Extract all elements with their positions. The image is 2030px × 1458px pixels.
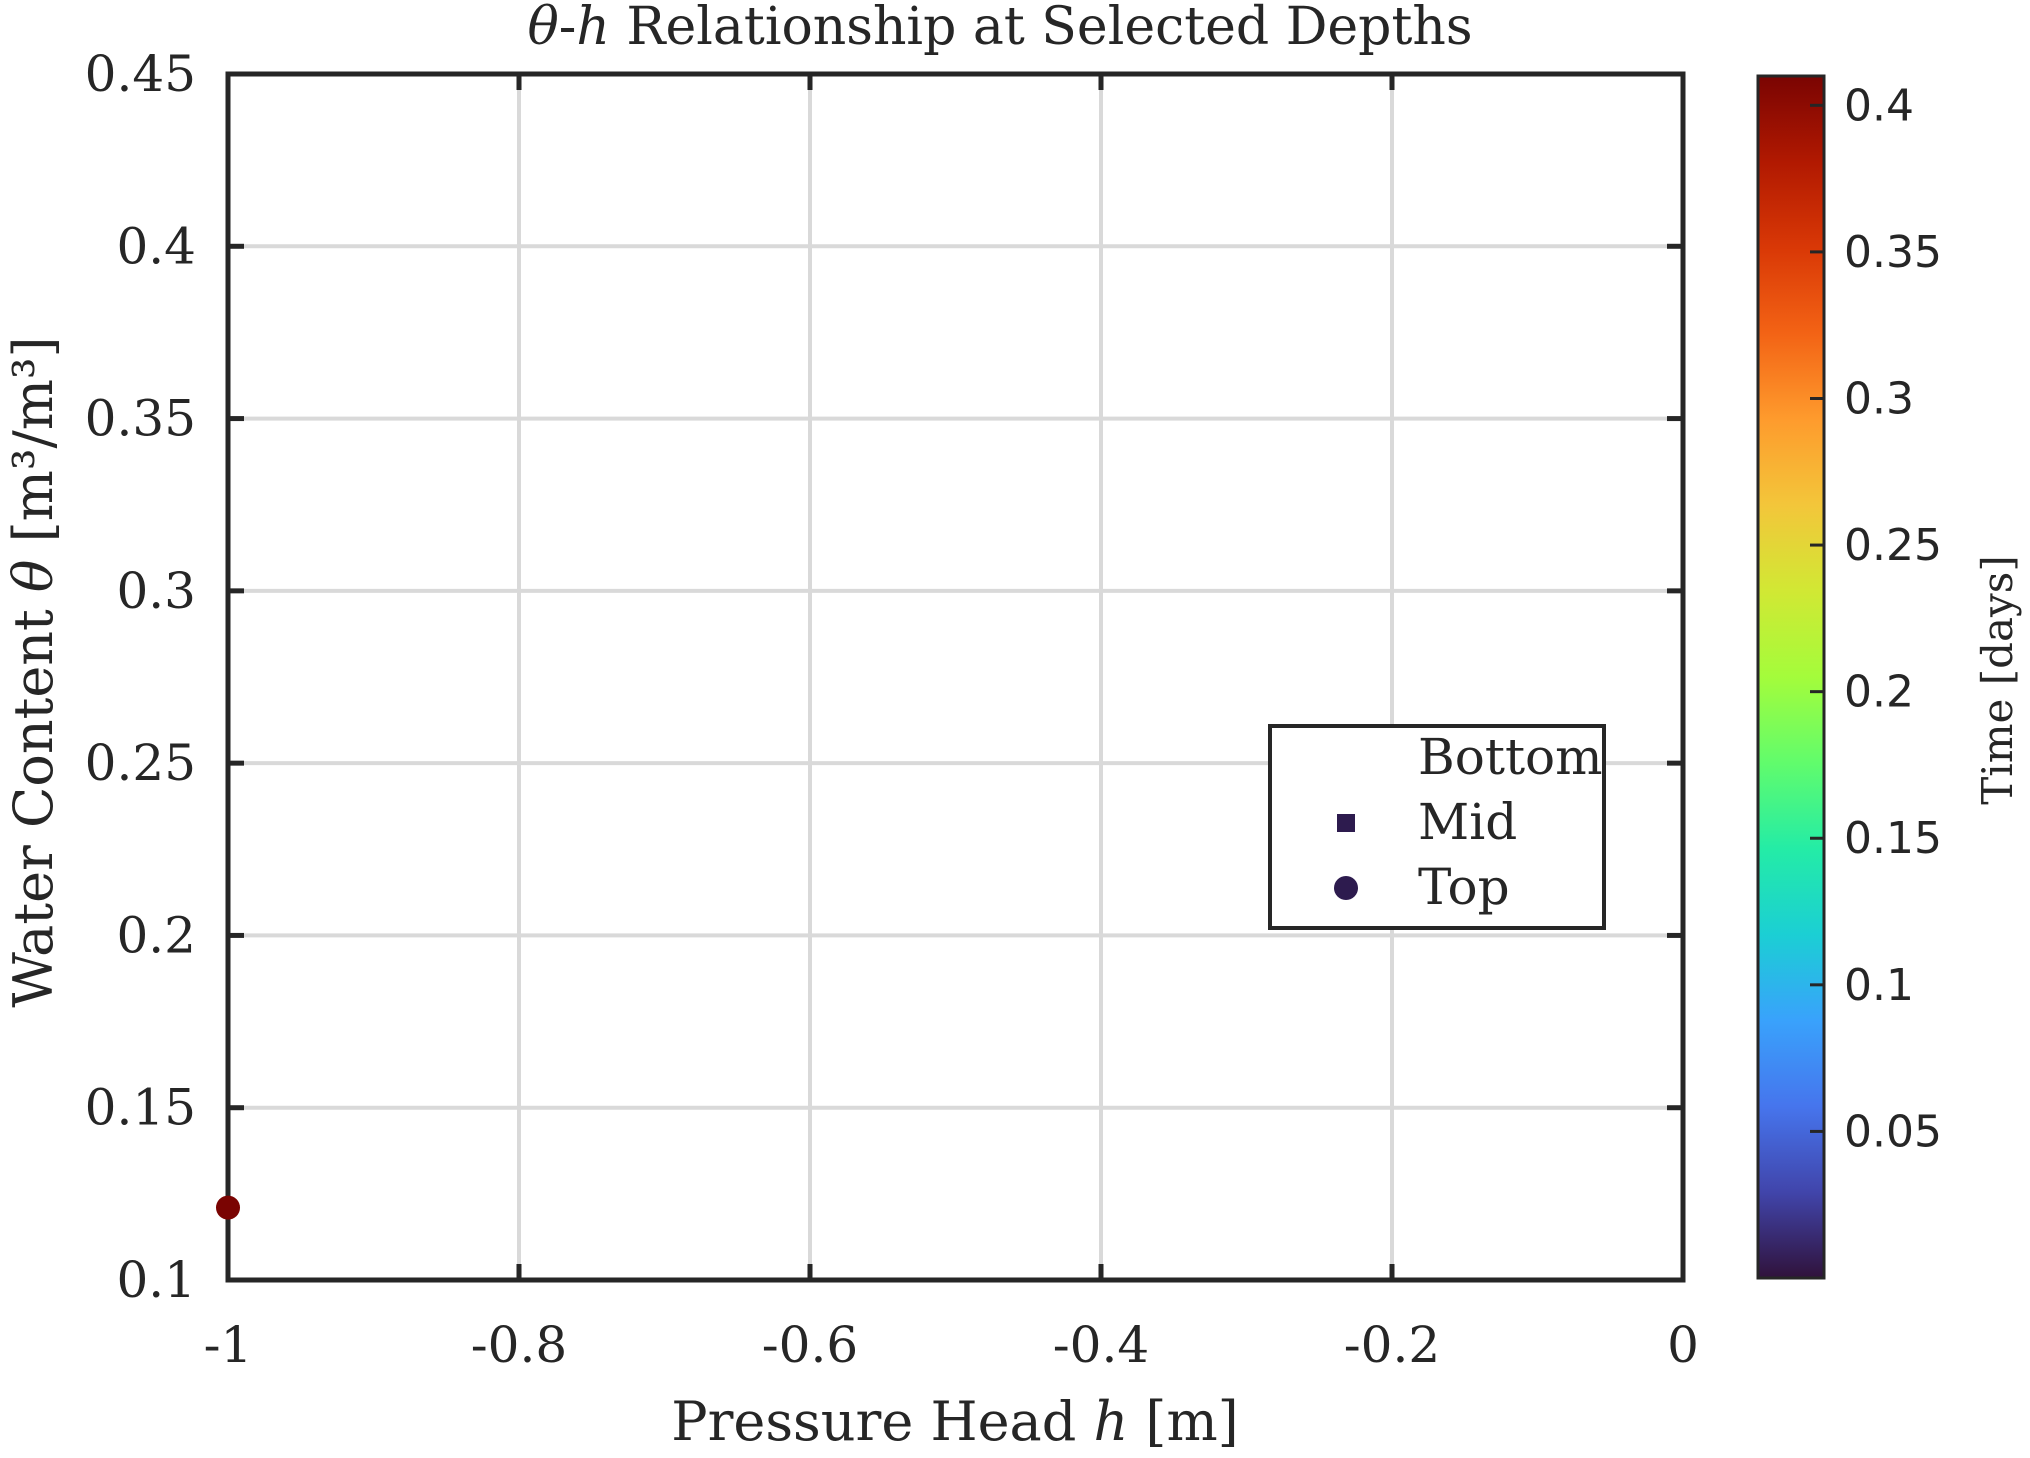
- y-tick-label: 0.1: [116, 1251, 196, 1309]
- colorbar-tick-label: 0.25: [1844, 520, 1942, 571]
- x-axis-label: Pressure Head h [m]: [671, 1390, 1239, 1453]
- colorbar-tick-label: 0.15: [1844, 813, 1942, 864]
- x-tick-label: 0: [1667, 1316, 1699, 1374]
- y-tick-label: 0.3: [116, 562, 196, 620]
- y-axis-ticks: 0.1 0.15 0.2 0.25 0.3 0.35 0.4 0.45: [85, 45, 1683, 1309]
- colorbar-label: Time [days]: [1973, 555, 2022, 804]
- y-axis-label: Water Content θ [m³/m³]: [2, 336, 65, 1007]
- plot-area-frame: [225, 71, 1686, 1283]
- colorbar-tick-label: 0.1: [1844, 960, 1914, 1011]
- x-tick-label: -0.6: [762, 1316, 858, 1374]
- x-tick-label: -0.8: [471, 1316, 567, 1374]
- y-tick-label: 0.15: [85, 1079, 196, 1137]
- colorbar: 0.05 0.1 0.15 0.2 0.25 0.3 0.35 0.4 Time [days]: [1756, 74, 2022, 1280]
- legend-label-bottom: Bottom: [1418, 728, 1603, 786]
- y-tick-label: 0.4: [116, 217, 196, 275]
- y-tick-label: 0.45: [85, 45, 196, 103]
- y-tick-label: 0.35: [85, 390, 196, 448]
- legend: Bottom Mid Top: [1268, 724, 1606, 930]
- legend-label-mid: Mid: [1418, 793, 1517, 851]
- colorbar-tick-label: 0.35: [1844, 227, 1942, 278]
- colorbar-tick-label: 0.4: [1844, 80, 1914, 131]
- legend-marker-mid: [1337, 814, 1355, 832]
- data-points: [216, 1195, 240, 1220]
- legend-label-top: Top: [1418, 858, 1510, 916]
- x-axis-ticks: -1 -0.8 -0.6 -0.4 -0.2 0: [204, 74, 1699, 1374]
- grid-lines: [226, 72, 1685, 1282]
- x-tick-label: -1: [204, 1316, 253, 1374]
- legend-marker-top: [1334, 876, 1358, 900]
- chart-title: θ-h Relationship at Selected Depths: [527, 0, 1472, 57]
- colorbar-tick-label: 0.2: [1844, 667, 1914, 718]
- data-point-top: [216, 1195, 240, 1220]
- x-tick-label: -0.2: [1344, 1316, 1440, 1374]
- x-tick-label: -0.4: [1053, 1316, 1149, 1374]
- colorbar-tick-label: 0.3: [1844, 373, 1914, 424]
- colorbar-tick-label: 0.05: [1844, 1106, 1942, 1157]
- colorbar-gradient: [1756, 74, 1826, 1280]
- y-tick-label: 0.2: [116, 906, 196, 964]
- legend-box: [1268, 724, 1606, 930]
- y-tick-label: 0.25: [85, 734, 196, 792]
